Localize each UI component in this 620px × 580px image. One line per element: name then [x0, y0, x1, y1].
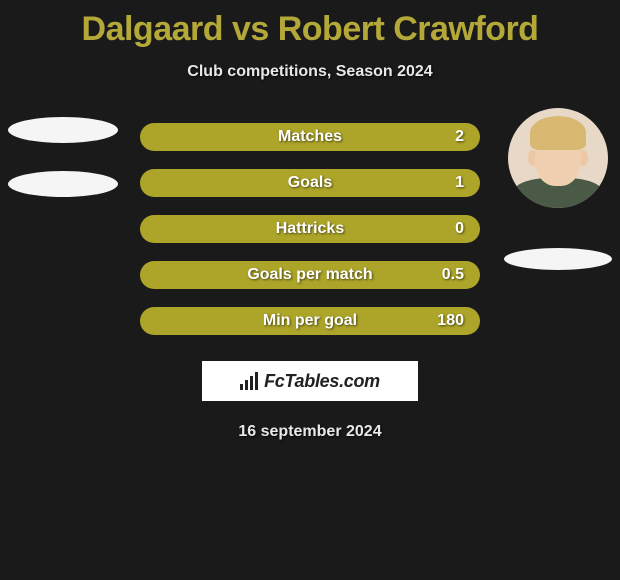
avatar: [508, 108, 608, 208]
bar-chart-icon: [240, 372, 258, 390]
comparison-area: Matches 2 Goals 1 Hattricks 0 Goals per …: [0, 123, 620, 335]
stat-label: Hattricks: [276, 220, 344, 238]
stat-value-right: 180: [437, 312, 464, 330]
stat-bar-goals: Goals 1: [140, 169, 480, 197]
source-logo: FcTables.com: [202, 361, 418, 401]
stat-value-right: 0.5: [442, 266, 464, 284]
stat-value-right: 2: [455, 128, 464, 146]
date-label: 16 september 2024: [0, 423, 620, 441]
subtitle: Club competitions, Season 2024: [0, 63, 620, 81]
stat-value-right: 0: [455, 220, 464, 238]
page-title: Dalgaard vs Robert Crawford: [0, 0, 620, 49]
stat-bar-matches: Matches 2: [140, 123, 480, 151]
left-placeholder-oval-2: [8, 171, 118, 197]
stat-label: Matches: [278, 128, 342, 146]
right-player-column: [504, 108, 612, 270]
stat-label: Min per goal: [263, 312, 357, 330]
left-placeholder-oval-1: [8, 117, 118, 143]
stat-bar-goals-per-match: Goals per match 0.5: [140, 261, 480, 289]
right-placeholder-oval: [504, 248, 612, 270]
logo-text: FcTables.com: [264, 371, 380, 392]
left-player-column: [8, 117, 118, 197]
stats-bars: Matches 2 Goals 1 Hattricks 0 Goals per …: [140, 123, 480, 335]
stat-label: Goals: [288, 174, 332, 192]
stat-bar-hattricks: Hattricks 0: [140, 215, 480, 243]
stat-label: Goals per match: [247, 266, 372, 284]
stat-bar-min-per-goal: Min per goal 180: [140, 307, 480, 335]
stat-value-right: 1: [455, 174, 464, 192]
